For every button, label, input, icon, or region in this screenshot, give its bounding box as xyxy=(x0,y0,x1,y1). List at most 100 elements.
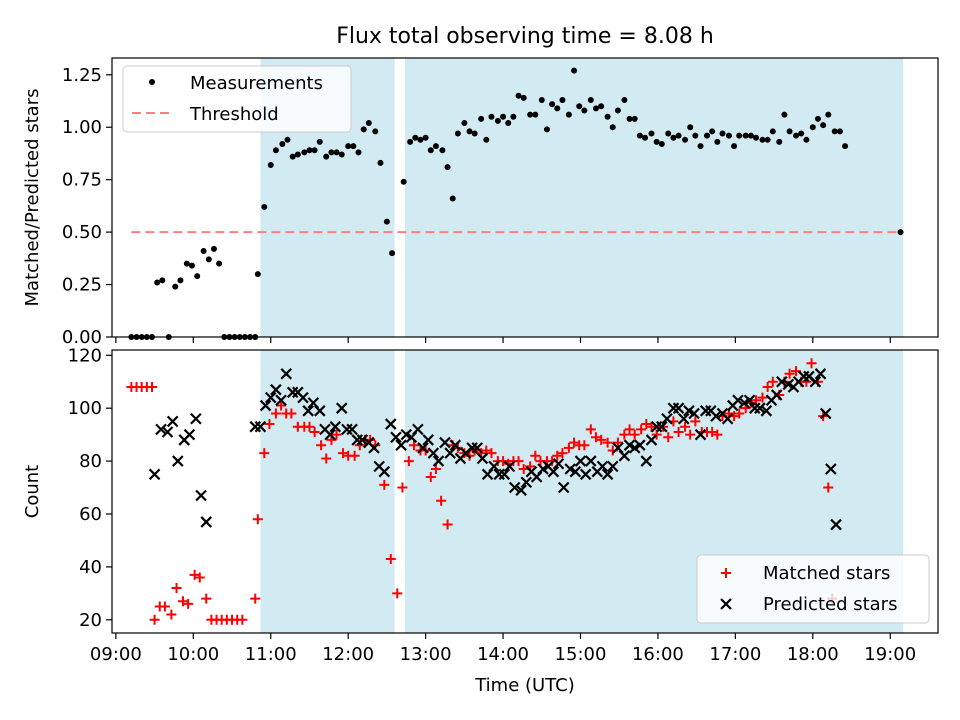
y-tick-label: 80 xyxy=(79,451,102,472)
predicted-star-point xyxy=(368,442,380,454)
predicted-star-point xyxy=(439,436,451,449)
matched-star-point xyxy=(619,429,630,440)
matched-star-point xyxy=(680,421,691,432)
matched-star-point xyxy=(707,426,718,437)
predicted-star-point xyxy=(264,391,277,404)
x-tick-label: 13:00 xyxy=(400,644,452,665)
observing-interval-band xyxy=(404,58,904,337)
predicted-star-point xyxy=(422,434,434,446)
measurement-point xyxy=(670,134,677,141)
predicted-star-point xyxy=(814,368,827,380)
measurement-point xyxy=(565,111,572,118)
matched-star-point xyxy=(264,419,275,430)
matched-star-point xyxy=(397,482,408,493)
matched-star-point xyxy=(636,424,647,435)
predicted-star-point xyxy=(195,489,207,502)
chart-title: Flux total observing time = 8.08 h xyxy=(336,24,714,49)
measurement-point xyxy=(803,136,810,143)
predicted-star-point xyxy=(314,405,326,417)
matched-star-point xyxy=(270,408,281,419)
measurement-point xyxy=(742,132,749,139)
predicted-star-point xyxy=(640,455,653,467)
predicted-star-point xyxy=(390,431,402,444)
predicted-star-point xyxy=(515,484,527,496)
measurement-point xyxy=(692,132,699,139)
y-tick-label: 0.75 xyxy=(62,170,102,191)
predicted-star-point xyxy=(444,447,456,459)
legend-label: Matched stars xyxy=(763,563,890,584)
matched-star-point xyxy=(250,593,261,604)
measurement-point xyxy=(383,218,390,225)
predicted-star-point xyxy=(297,391,309,404)
y-axis-label: Count xyxy=(22,465,43,518)
matched-star-point xyxy=(189,569,200,580)
y-tick-label: 120 xyxy=(68,345,102,366)
matched-star-point xyxy=(569,437,580,448)
measurement-point xyxy=(842,143,849,150)
measurement-point xyxy=(897,229,904,236)
predicted-star-point xyxy=(825,463,837,475)
measurement-point xyxy=(532,111,539,118)
matched-star-point xyxy=(403,456,414,467)
measurement-point xyxy=(836,128,843,135)
predicted-star-point xyxy=(732,394,744,407)
matched-star-point xyxy=(646,421,657,432)
matched-star-point xyxy=(806,358,817,369)
predicted-star-point xyxy=(476,452,489,465)
matched-star-point xyxy=(552,450,563,461)
measurement-point xyxy=(753,134,760,141)
matched-star-point xyxy=(194,572,205,583)
measurement-point xyxy=(621,96,628,103)
measurement-point xyxy=(604,113,611,120)
measurement-point xyxy=(294,151,301,158)
matched-star-point xyxy=(563,442,574,453)
measurement-point xyxy=(505,120,512,127)
measurement-point xyxy=(323,153,330,160)
measurement-point xyxy=(831,128,838,135)
measurement-point xyxy=(400,178,407,185)
predicted-star-point xyxy=(661,412,673,425)
predicted-star-point xyxy=(743,394,756,407)
matched-star-point xyxy=(392,588,403,599)
predicted-star-point xyxy=(161,426,174,438)
matched-star-point xyxy=(585,424,596,435)
matched-star-point xyxy=(385,553,396,564)
predicted-star-point xyxy=(585,455,597,467)
measurement-point xyxy=(205,256,212,263)
predicted-star-point xyxy=(280,368,293,380)
measurement-point xyxy=(372,128,379,135)
matched-star-point xyxy=(166,609,177,620)
matched-star-point xyxy=(276,400,287,411)
measurement-point xyxy=(527,111,534,118)
matched-star-point xyxy=(712,429,723,440)
measurement-point xyxy=(798,130,805,137)
measurement-point xyxy=(538,96,545,103)
predicted-star-point xyxy=(770,389,783,401)
matched-star-point xyxy=(685,429,696,440)
predicted-star-point xyxy=(601,468,614,481)
measurement-point xyxy=(306,147,313,154)
measurement-point xyxy=(316,138,323,145)
measurement-point xyxy=(658,141,665,148)
axes-frame xyxy=(111,57,939,338)
predicted-star-point xyxy=(672,402,685,414)
predicted-star-point xyxy=(552,457,565,470)
predicted-star-point xyxy=(356,434,369,446)
matched-star-point xyxy=(762,382,773,393)
predicted-star-point xyxy=(634,439,646,451)
predicted-star-point xyxy=(378,465,391,478)
y-tick-label: 40 xyxy=(79,557,102,578)
axes-frame xyxy=(111,349,939,634)
matched-star-point xyxy=(823,482,834,493)
measurement-point xyxy=(272,147,279,154)
matched-star-point xyxy=(629,429,640,440)
matched-star-point xyxy=(486,448,497,459)
predicted-star-point xyxy=(200,516,212,528)
legend-label: Threshold xyxy=(189,104,279,125)
measurement-point xyxy=(210,245,217,252)
measurement-point xyxy=(216,260,223,267)
predicted-star-point xyxy=(190,412,202,425)
measurement-point xyxy=(254,271,261,278)
x-tick-label: 12:00 xyxy=(322,644,374,665)
measurement-point xyxy=(439,147,446,154)
